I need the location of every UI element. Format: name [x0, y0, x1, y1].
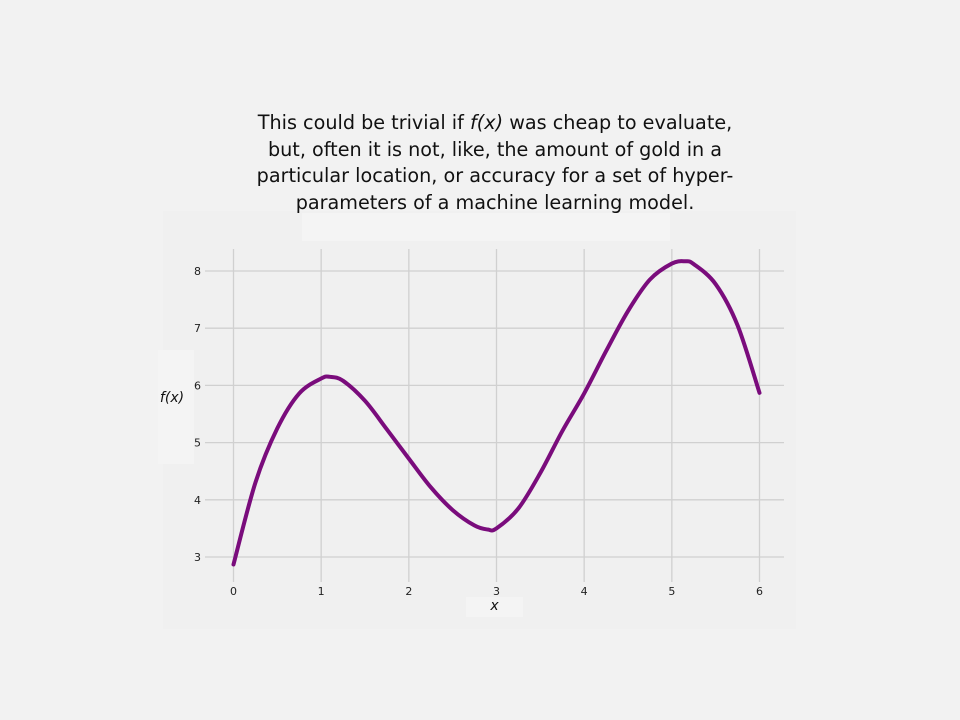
grid-lines: [205, 249, 784, 582]
y-tick-label: 3: [194, 551, 201, 564]
x-tick-label: 0: [230, 585, 237, 598]
y-tick-label: 6: [194, 379, 201, 392]
chart-title-area: [302, 213, 670, 241]
x-axis-label-area: [466, 597, 523, 617]
x-tick-label: 5: [668, 585, 675, 598]
x-axis-label: x: [490, 598, 499, 614]
y-axis-label-area: [158, 350, 194, 464]
series-lines: [231, 259, 762, 567]
y-tick-label: 8: [194, 265, 201, 278]
x-tick-label: 2: [405, 585, 412, 598]
series-line: [231, 259, 762, 567]
y-tick-label: 5: [194, 437, 201, 450]
caption-before: This could be trivial if: [257, 111, 470, 134]
y-tick-label: 4: [194, 494, 201, 507]
x-tick-label: 1: [318, 585, 325, 598]
chart-panel: [163, 211, 796, 629]
caption-text: This could be trivial if f(x) was cheap …: [240, 110, 750, 216]
caption-after: was cheap to evaluate, but, often it is …: [256, 111, 734, 214]
y-tick-label: 7: [194, 322, 201, 335]
x-tick-label: 4: [581, 585, 588, 598]
caption-function: f(x): [470, 111, 504, 134]
tick-labels: 0 1 2 3 4 5 6 3 4 5 6 7 8: [194, 265, 763, 598]
x-tick-label: 6: [756, 585, 763, 598]
y-axis-label: f(x): [159, 390, 185, 406]
x-tick-label: 3: [493, 585, 500, 598]
